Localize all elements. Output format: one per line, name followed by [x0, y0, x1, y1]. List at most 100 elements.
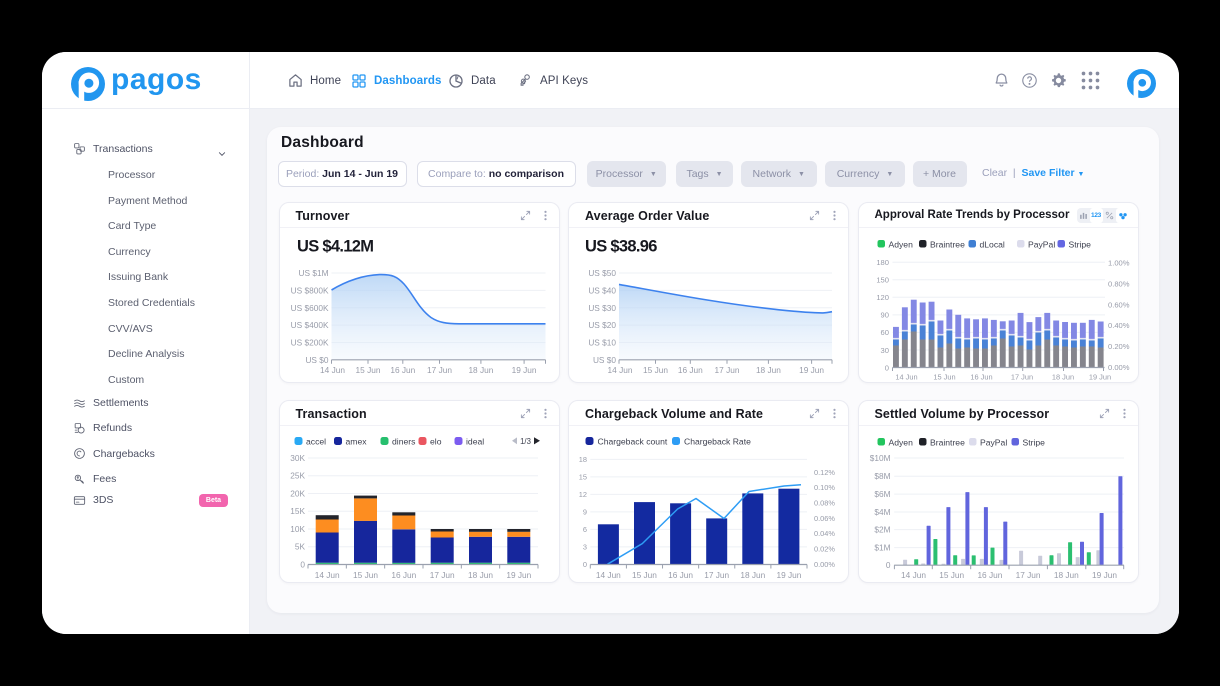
svg-text:0.10%: 0.10% [814, 483, 835, 492]
svg-text:18: 18 [579, 455, 587, 464]
svg-text:0: 0 [300, 559, 305, 569]
svg-text:US $600K: US $600K [290, 303, 328, 313]
svg-text:0.04%: 0.04% [814, 529, 835, 538]
svg-text:0.08%: 0.08% [814, 499, 835, 508]
svg-text:17 Jun: 17 Jun [427, 365, 452, 375]
svg-text:US $10: US $10 [588, 338, 616, 348]
svg-text:Chargeback count: Chargeback count [598, 437, 668, 447]
svg-text:30K: 30K [290, 453, 305, 463]
svg-text:Adyen: Adyen [888, 239, 913, 249]
svg-text:0: 0 [885, 560, 890, 570]
svg-text:17 Jun: 17 Jun [1015, 570, 1040, 580]
svg-text:US $0: US $0 [593, 355, 616, 365]
svg-text:PayPal: PayPal [1028, 239, 1055, 249]
svg-text:14 Jun: 14 Jun [314, 570, 339, 580]
svg-text:6: 6 [583, 525, 587, 534]
svg-text:US $400K: US $400K [290, 320, 328, 330]
svg-text:15 Jun: 15 Jun [939, 570, 964, 580]
svg-text:18 Jun: 18 Jun [740, 570, 765, 580]
svg-text:Stripe: Stripe [1022, 437, 1045, 447]
svg-text:PayPal: PayPal [980, 437, 1007, 447]
svg-text:$1M: $1M [874, 542, 890, 552]
svg-text:US $38.96: US $38.96 [585, 238, 657, 256]
svg-text:16 Jun: 16 Jun [678, 365, 703, 375]
svg-text:19 Jun: 19 Jun [1092, 570, 1117, 580]
svg-text:10K: 10K [290, 524, 305, 534]
svg-text:15 Jun: 15 Jun [355, 365, 380, 375]
svg-text:18 Jun: 18 Jun [468, 365, 493, 375]
svg-text:14 Jun: 14 Jun [901, 570, 926, 580]
svg-text:0.20%: 0.20% [1108, 342, 1130, 351]
svg-text:Braintree: Braintree [930, 239, 965, 249]
svg-text:0.06%: 0.06% [814, 514, 835, 523]
svg-text:19 Jun: 19 Jun [776, 570, 801, 580]
svg-text:19 Jun: 19 Jun [799, 365, 824, 375]
svg-text:15K: 15K [290, 506, 305, 516]
svg-text:17 Jun: 17 Jun [704, 570, 729, 580]
svg-text:16 Jun: 16 Jun [668, 570, 693, 580]
svg-text:18 Jun: 18 Jun [1053, 570, 1078, 580]
svg-text:14 Jun: 14 Jun [596, 570, 621, 580]
svg-text:15 Jun: 15 Jun [353, 570, 378, 580]
svg-text:12: 12 [579, 490, 587, 499]
svg-text:14 Jun: 14 Jun [895, 373, 917, 382]
svg-text:1/3: 1/3 [520, 437, 531, 446]
svg-text:US $30: US $30 [588, 303, 616, 313]
svg-text:accel: accel [306, 437, 326, 447]
svg-text:0.60%: 0.60% [1108, 300, 1130, 309]
svg-text:16 Jun: 16 Jun [970, 373, 992, 382]
svg-text:Braintree: Braintree [930, 437, 965, 447]
svg-text:Adyen: Adyen [888, 437, 913, 447]
svg-text:US $0: US $0 [305, 355, 328, 365]
svg-text:1.00%: 1.00% [1108, 259, 1130, 268]
svg-text:0.12%: 0.12% [814, 468, 835, 477]
svg-text:0.80%: 0.80% [1108, 279, 1130, 288]
svg-text:US $4.12M: US $4.12M [297, 238, 373, 256]
svg-text:$2M: $2M [874, 524, 890, 534]
svg-text:US $50: US $50 [588, 268, 616, 278]
svg-text:amex: amex [345, 437, 367, 447]
svg-text:US $1M: US $1M [298, 268, 328, 278]
svg-text:Chargeback Rate: Chargeback Rate [684, 437, 751, 447]
svg-text:$10M: $10M [869, 453, 890, 463]
svg-text:US $40: US $40 [588, 285, 616, 295]
svg-text:0.00%: 0.00% [1108, 363, 1130, 372]
svg-text:14 Jun: 14 Jun [320, 365, 345, 375]
svg-text:0.02%: 0.02% [814, 545, 835, 554]
svg-text:0: 0 [884, 363, 888, 372]
svg-text:15 Jun: 15 Jun [632, 570, 657, 580]
svg-text:90: 90 [880, 311, 888, 320]
svg-text:diners: diners [392, 437, 415, 447]
svg-text:17 Jun: 17 Jun [429, 570, 454, 580]
svg-text:$6M: $6M [874, 489, 890, 499]
svg-text:20K: 20K [290, 488, 305, 498]
svg-text:5K: 5K [294, 542, 305, 552]
svg-text:60: 60 [880, 328, 888, 337]
svg-text:120: 120 [876, 293, 889, 302]
svg-text:15: 15 [579, 473, 587, 482]
svg-text:15 Jun: 15 Jun [933, 373, 955, 382]
svg-text:3: 3 [583, 543, 587, 552]
svg-text:14 Jun: 14 Jun [608, 365, 633, 375]
svg-text:Stripe: Stripe [1068, 239, 1091, 249]
svg-text:30: 30 [880, 346, 888, 355]
svg-text:US $20: US $20 [588, 320, 616, 330]
svg-text:150: 150 [876, 276, 889, 285]
svg-text:$4M: $4M [874, 507, 890, 517]
svg-text:17 Jun: 17 Jun [1010, 373, 1032, 382]
svg-text:19 Jun: 19 Jun [1088, 373, 1110, 382]
svg-text:US $800K: US $800K [290, 285, 328, 295]
svg-text:0.00%: 0.00% [814, 560, 835, 569]
svg-text:0.40%: 0.40% [1108, 321, 1130, 330]
svg-text:180: 180 [876, 258, 889, 267]
svg-text:16 Jun: 16 Jun [977, 570, 1002, 580]
svg-text:ideal: ideal [466, 437, 484, 447]
svg-text:16 Jun: 16 Jun [390, 365, 415, 375]
svg-text:18 Jun: 18 Jun [756, 365, 781, 375]
svg-text:$8M: $8M [874, 471, 890, 481]
svg-text:15 Jun: 15 Jun [643, 365, 668, 375]
svg-text:9: 9 [583, 508, 587, 517]
svg-text:elo: elo [430, 437, 442, 447]
svg-text:25K: 25K [290, 471, 305, 481]
svg-text:17 Jun: 17 Jun [715, 365, 740, 375]
